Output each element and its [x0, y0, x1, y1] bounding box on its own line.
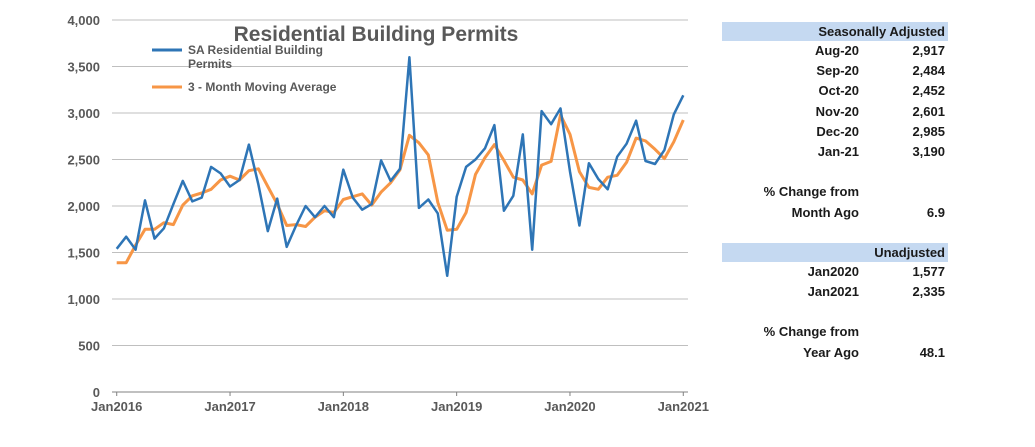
sa-row-label: Nov-20: [815, 103, 859, 119]
un-rows: Jan2020 1,577 Jan2021 2,335: [722, 262, 948, 302]
y-tick-label: 1,500: [67, 246, 100, 261]
x-tick-label: Jan2018: [318, 399, 369, 414]
x-tick-labels: Jan2016 Jan2017 Jan2018 Jan2019 Jan2020 Jan20…: [91, 392, 709, 414]
sa-row-value: 3,190: [912, 143, 945, 159]
year-ago-value: 48.1: [919, 344, 945, 360]
un-row-value: 2,335: [912, 284, 945, 300]
sa-rows: Aug-20 2,917 Sep-20 2,484 Oct-20 2,452 Nov-20 2…: [722, 41, 948, 162]
sa-row-label: Jan-21: [817, 143, 859, 159]
chart-title: Residential Building Permits: [234, 23, 519, 46]
sa-row: Oct-20 2,452: [722, 81, 948, 101]
y-tick-label: 3,500: [67, 60, 100, 75]
x-tick-label: Jan2016: [91, 399, 142, 414]
y-tick-labels: 0 500 1,000 1,500 2,000 2,500 3,000 3,500 4,000: [67, 13, 100, 400]
sa-row-value: 2,985: [912, 123, 945, 139]
year-ago-label: Year Ago: [803, 344, 859, 360]
month-ago-row: Month Ago 6.9: [722, 203, 948, 223]
sa-row-label: Aug-20: [814, 43, 859, 58]
month-ago-label: Month Ago: [791, 204, 859, 220]
year-ago-row: Year Ago 48.1: [722, 343, 948, 363]
legend-label-sa-line2: Permits: [188, 57, 232, 71]
y-tick-label: 0: [93, 385, 100, 400]
line-chart: 05001,0001,5002,0002,5003,0003,5004,000 …: [67, 13, 709, 414]
sa-row: Dec-20 2,985: [722, 122, 948, 142]
x-tick-label: Jan2017: [204, 399, 255, 414]
pct-change-label-2: % Change from: [763, 324, 859, 340]
summary-table: Seasonally Adjusted Aug-20 2,917 Sep-20 2,4…: [722, 22, 948, 363]
legend-label-ma: 3 - Month Moving Average: [188, 80, 337, 94]
un-row-value: 1,577: [912, 263, 945, 279]
sa-header: Seasonally Adjusted: [722, 22, 948, 41]
y-tick-label: 2,500: [67, 153, 100, 168]
un-row-label: Jan2021: [807, 284, 859, 300]
sa-row-label: Sep-20: [816, 63, 859, 79]
y-tick-label: 3,000: [67, 106, 100, 121]
y-tick-label: 4,000: [67, 13, 100, 28]
x-tick-label: Jan2019: [431, 399, 482, 414]
x-tick-label: Jan2020: [544, 399, 595, 414]
sa-row-value: 2,452: [912, 83, 945, 99]
y-tick-label: 500: [78, 339, 100, 354]
sa-row-value: 2,917: [912, 43, 945, 58]
un-row-label: Jan2020: [807, 263, 859, 279]
sa-row: Aug-20 2,917: [722, 41, 948, 61]
un-row: Jan2021 2,335: [722, 282, 948, 302]
legend-label-sa-line1: SA Residential Building: [188, 43, 323, 57]
month-ago-value: 6.9: [926, 204, 945, 220]
y-tick-label: 2,000: [67, 199, 100, 214]
legend: SA Residential Building Permits 3 - Mont…: [152, 43, 337, 94]
un-header: Unadjusted: [722, 242, 948, 262]
pct-change-label-1: % Change from: [763, 184, 859, 200]
series-line-sa-permits: [115, 55, 685, 278]
un-row: Jan2020 1,577: [722, 262, 948, 282]
sa-row-label: Oct-20: [818, 83, 859, 99]
series-line-moving-average: [116, 113, 685, 265]
series-lines: [115, 55, 685, 278]
x-tick-label: Jan2021: [658, 399, 709, 414]
sa-row: Sep-20 2,484: [722, 61, 948, 81]
sa-row: Jan-21 3,190: [722, 142, 948, 162]
sa-row: Nov-20 2,601: [722, 102, 948, 122]
sa-row-value: 2,601: [912, 103, 945, 119]
sa-row-label: Dec-20: [816, 123, 859, 139]
y-tick-label: 1,000: [67, 292, 100, 307]
sa-row-value: 2,484: [912, 63, 945, 79]
